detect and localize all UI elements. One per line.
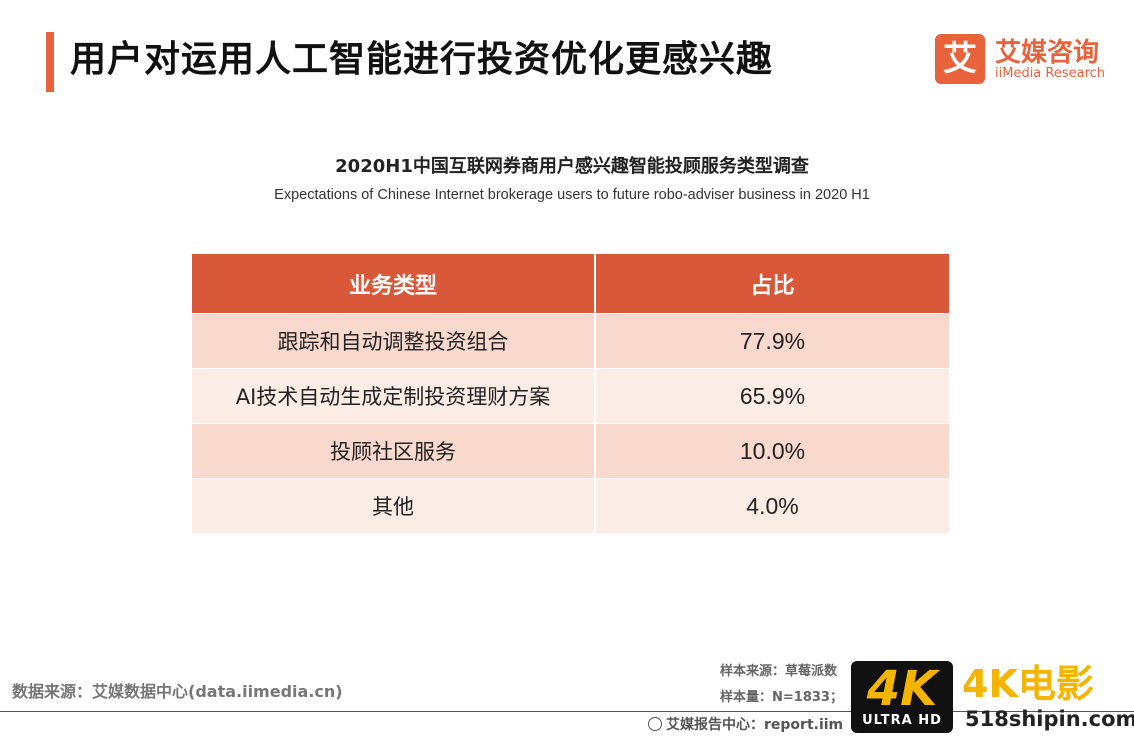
logo-name-cn: 艾媒咨询 bbox=[995, 38, 1100, 68]
column-header-share: 占比 bbox=[594, 254, 949, 314]
business-type-cell: 投顾社区服务 bbox=[192, 423, 595, 479]
share-value-cell: 10.0% bbox=[594, 423, 949, 479]
table-row: AI技术自动生成定制投资理财方案 65.9% bbox=[192, 368, 949, 424]
watermark-4k-text: 4K bbox=[866, 661, 938, 717]
business-type-cell: 其他 bbox=[192, 478, 595, 533]
globe-icon bbox=[648, 717, 662, 731]
table-row: 投顾社区服务 10.0% bbox=[192, 423, 949, 479]
watermark-4k-badge: 4K ULTRA HD bbox=[851, 661, 953, 733]
title-accent-bar bbox=[46, 32, 54, 92]
business-type-cell: 跟踪和自动调整投资组合 bbox=[192, 313, 595, 369]
sample-source-note: 样本来源：草莓派数 bbox=[720, 664, 838, 679]
data-source-note: 数据来源：艾媒数据中心(data.iimedia.cn) bbox=[12, 682, 343, 701]
share-value-cell: 77.9% bbox=[594, 313, 949, 369]
table-row: 跟踪和自动调整投资组合 77.9% bbox=[192, 313, 949, 369]
share-value-cell: 65.9% bbox=[594, 368, 949, 424]
table-header-row: 业务类型 占比 bbox=[192, 254, 949, 314]
data-table: 业务类型 占比 跟踪和自动调整投资组合 77.9% AI技术自动生成定制投资理财… bbox=[192, 254, 949, 533]
watermark-uhd-text: ULTRA HD bbox=[862, 713, 942, 728]
logo-mark-icon: 艾 bbox=[935, 34, 985, 84]
report-center-text: 艾媒报告中心：report.iim bbox=[666, 717, 844, 733]
report-center-link[interactable]: 艾媒报告中心：report.iim bbox=[648, 714, 843, 734]
chart-subtitle: Expectations of Chinese Internet brokera… bbox=[274, 187, 870, 203]
share-value-cell: 4.0% bbox=[594, 478, 949, 533]
page-title: 用户对运用人工智能进行投资优化更感兴趣 bbox=[70, 39, 774, 80]
table-row: 其他 4.0% bbox=[192, 478, 949, 533]
column-header-type: 业务类型 bbox=[192, 254, 595, 314]
iimedia-logo: 艾 艾媒咨询 iiMedia Research bbox=[935, 34, 1115, 86]
footer-divider bbox=[0, 711, 1134, 712]
watermark-brand: 4K电影 bbox=[962, 662, 1094, 706]
business-type-cell: AI技术自动生成定制投资理财方案 bbox=[192, 368, 595, 424]
logo-name-en: iiMedia Research bbox=[995, 66, 1106, 81]
sample-size-note: 样本量：N=1833； bbox=[720, 690, 843, 705]
watermark-url: 518shipin.com bbox=[965, 707, 1134, 731]
chart-title: 2020H1中国互联网券商用户感兴趣智能投顾服务类型调查 bbox=[335, 156, 809, 177]
